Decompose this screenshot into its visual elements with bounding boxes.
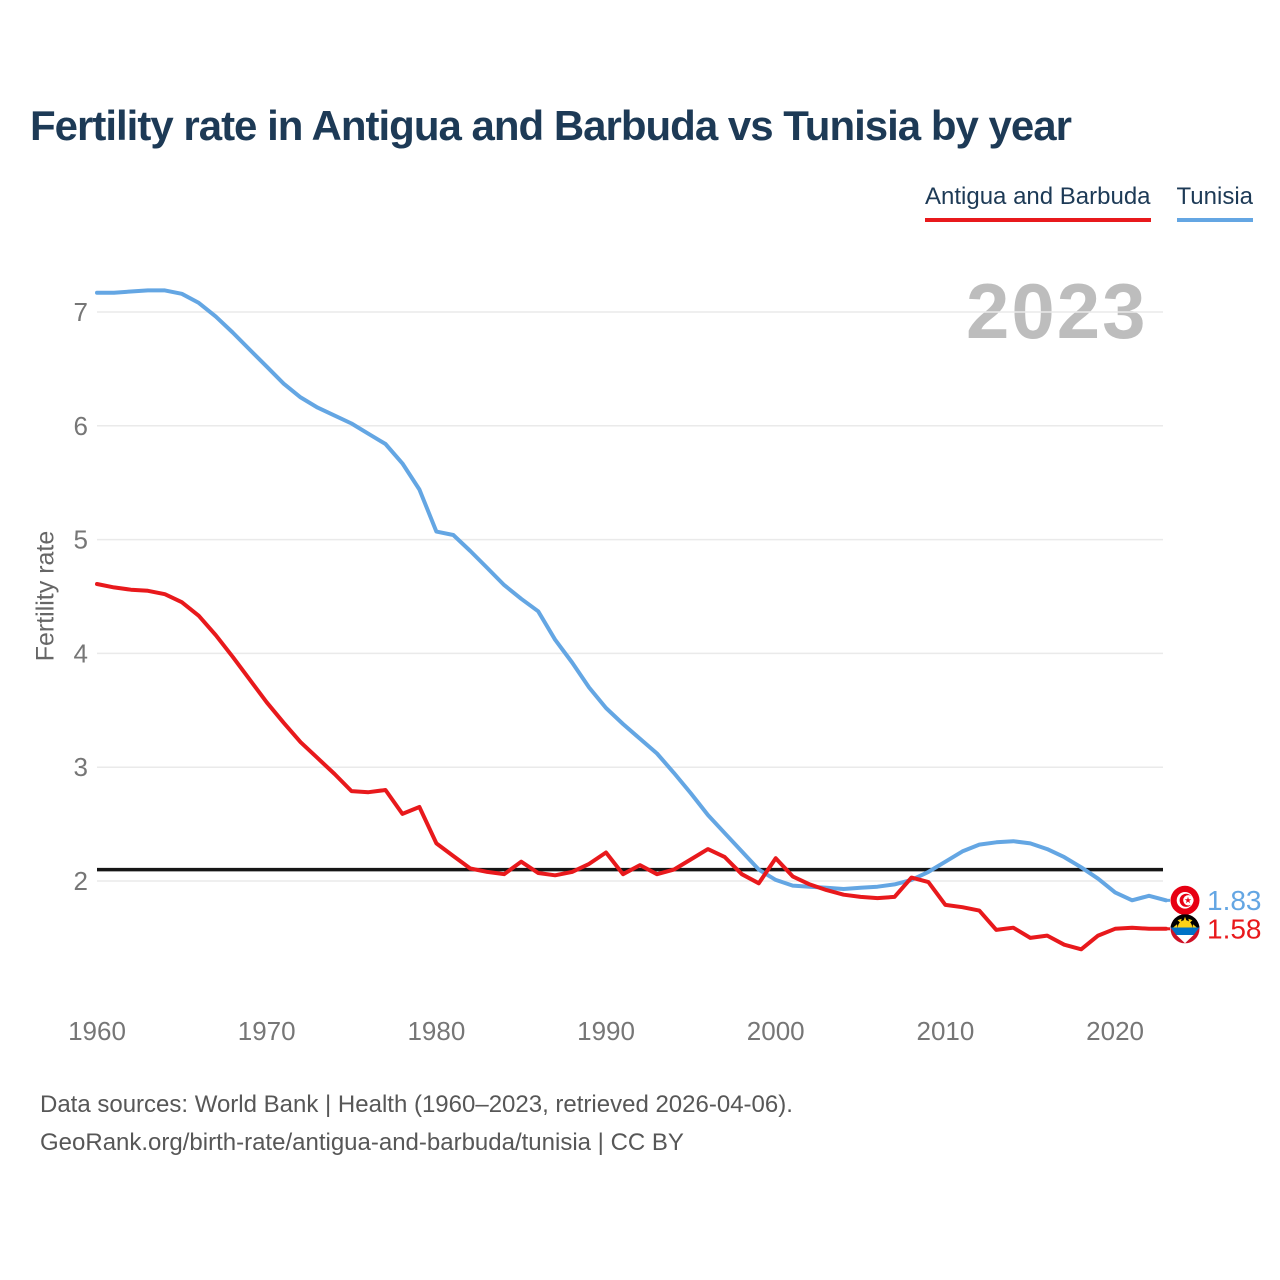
tunisia-flag-icon [1170,885,1200,915]
y-tick-label: 4 [74,638,88,668]
y-tick-label: 3 [74,752,88,782]
x-tick-label: 1970 [238,1016,296,1046]
y-tick-label: 6 [74,411,88,441]
legend: Antigua and Barbuda Tunisia [925,183,1253,222]
series-line-tunisia[interactable] [95,288,1168,903]
antigua-and-barbuda-flag-icon [1170,914,1200,944]
y-tick-label: 5 [74,525,88,555]
x-tick-label: 2010 [916,1016,974,1046]
legend-item-tunisia[interactable]: Tunisia [1176,183,1253,222]
legend-item-antigua-and-barbuda[interactable]: Antigua and Barbuda [925,183,1151,222]
end-value-label: 1.58 [1207,913,1262,944]
x-tick-label: 1980 [407,1016,465,1046]
footer: Data sources: World Bank | Health (1960–… [40,1086,793,1162]
x-tick-label: 1960 [68,1016,126,1046]
watermark-year: 2023 [966,267,1148,355]
footer-url-line: GeoRank.org/birth-rate/antigua-and-barbu… [40,1129,684,1156]
series-line-antigua-and-barbuda[interactable] [95,582,1168,952]
legend-label: Antigua and Barbuda [925,183,1151,210]
x-tick-label: 2000 [747,1016,805,1046]
y-tick-label: 7 [74,297,88,327]
x-tick-label: 1990 [577,1016,635,1046]
legend-label: Tunisia [1176,183,1253,210]
end-value-label: 1.83 [1207,885,1262,916]
footer-source-line: Data sources: World Bank | Health (1960–… [40,1091,793,1118]
page-title: Fertility rate in Antigua and Barbuda vs… [30,102,1072,149]
y-tick-label: 2 [74,866,88,896]
x-tick-label: 2020 [1086,1016,1144,1046]
